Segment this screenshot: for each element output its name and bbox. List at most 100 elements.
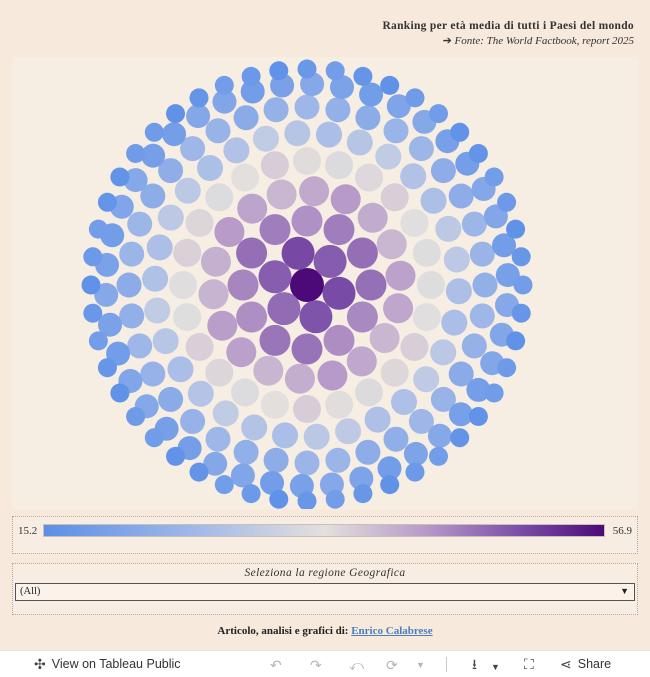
country-bubble[interactable] xyxy=(174,177,201,204)
country-bubble[interactable] xyxy=(497,192,517,212)
country-bubble[interactable] xyxy=(359,82,384,107)
country-bubble[interactable] xyxy=(263,97,289,123)
country-bubble[interactable] xyxy=(123,168,148,193)
country-bubble[interactable] xyxy=(110,383,130,403)
country-bubble[interactable] xyxy=(469,303,495,329)
view-on-tableau-button[interactable]: ✣ View on Tableau Public xyxy=(34,657,181,671)
country-bubble[interactable] xyxy=(380,75,400,95)
country-bubble[interactable] xyxy=(259,324,291,356)
download-icon[interactable]: ⭳ xyxy=(472,656,477,672)
revert-icon[interactable]: ⤺ xyxy=(349,657,364,673)
country-bubble[interactable] xyxy=(469,241,495,267)
country-bubble[interactable] xyxy=(417,271,445,299)
country-bubble[interactable] xyxy=(241,484,261,504)
country-bubble[interactable] xyxy=(260,470,284,495)
country-bubble[interactable] xyxy=(205,183,234,212)
country-bubble[interactable] xyxy=(513,275,533,295)
country-bubble[interactable] xyxy=(293,395,321,423)
country-bubble[interactable] xyxy=(511,247,531,267)
country-bubble[interactable] xyxy=(269,61,289,81)
country-bubble[interactable] xyxy=(472,272,498,298)
country-bubble[interactable] xyxy=(233,105,259,131)
country-bubble[interactable] xyxy=(325,390,354,419)
country-bubble[interactable] xyxy=(346,301,378,333)
country-bubble[interactable] xyxy=(185,209,214,237)
country-bubble[interactable] xyxy=(142,265,169,292)
country-bubble[interactable] xyxy=(186,104,211,129)
country-bubble[interactable] xyxy=(468,144,488,163)
country-bubble[interactable] xyxy=(430,158,456,184)
country-bubble[interactable] xyxy=(140,361,166,387)
country-bubble[interactable] xyxy=(435,215,462,242)
fullscreen-icon[interactable]: ⛶ xyxy=(524,656,534,672)
country-bubble[interactable] xyxy=(391,389,417,415)
country-bubble[interactable] xyxy=(412,238,441,267)
country-bubble[interactable] xyxy=(231,163,259,192)
country-bubble[interactable] xyxy=(355,378,383,407)
country-bubble[interactable] xyxy=(166,446,185,466)
country-bubble[interactable] xyxy=(236,237,268,269)
country-bubble[interactable] xyxy=(511,303,531,323)
author-link[interactable]: Enrico Calabrese xyxy=(351,625,433,637)
country-bubble[interactable] xyxy=(173,238,202,267)
country-bubble[interactable] xyxy=(346,129,373,156)
country-bubble[interactable] xyxy=(408,136,434,162)
bubble-chart-svg[interactable] xyxy=(12,57,638,509)
bubble-chart[interactable] xyxy=(12,57,638,509)
country-bubble[interactable] xyxy=(325,151,354,180)
country-bubble[interactable] xyxy=(355,163,383,192)
country-bubble[interactable] xyxy=(294,94,320,120)
country-bubble[interactable] xyxy=(94,282,119,307)
country-bubble[interactable] xyxy=(380,183,409,212)
country-bubble[interactable] xyxy=(185,333,214,361)
country-bubble[interactable] xyxy=(364,406,391,433)
country-bubble[interactable] xyxy=(110,167,130,187)
country-bubble[interactable] xyxy=(144,428,164,448)
country-bubble[interactable] xyxy=(383,293,414,324)
country-bubble[interactable] xyxy=(448,183,474,209)
country-bubble[interactable] xyxy=(297,59,317,79)
country-bubble[interactable] xyxy=(400,333,429,361)
country-bubble[interactable] xyxy=(157,204,184,231)
country-bubble[interactable] xyxy=(269,489,289,509)
country-bubble[interactable] xyxy=(403,441,428,466)
country-bubble[interactable] xyxy=(346,237,378,269)
country-bubble[interactable] xyxy=(180,136,206,162)
country-bubble[interactable] xyxy=(88,331,108,351)
country-bubble[interactable] xyxy=(227,269,259,301)
country-bubble[interactable] xyxy=(144,297,171,324)
country-bubble[interactable] xyxy=(330,184,361,215)
country-bubble[interactable] xyxy=(380,475,400,495)
country-bubble[interactable] xyxy=(98,312,122,337)
country-bubble[interactable] xyxy=(317,360,348,391)
country-bubble[interactable] xyxy=(173,303,202,332)
region-select[interactable]: (All) ▼ xyxy=(15,583,635,601)
country-bubble[interactable] xyxy=(146,234,173,261)
download-dropdown-icon[interactable]: ▼ xyxy=(491,662,500,672)
country-bubble[interactable] xyxy=(466,377,491,402)
country-bubble[interactable] xyxy=(325,489,345,509)
country-bubble[interactable] xyxy=(203,451,228,476)
country-bubble[interactable] xyxy=(448,361,474,387)
country-bubble[interactable] xyxy=(492,233,516,258)
country-bubble[interactable] xyxy=(189,462,209,482)
country-bubble[interactable] xyxy=(293,147,321,175)
country-bubble[interactable] xyxy=(266,179,297,210)
country-bubble[interactable] xyxy=(260,390,289,419)
country-bubble[interactable] xyxy=(241,414,268,441)
country-bubble[interactable] xyxy=(88,219,108,239)
country-bubble[interactable] xyxy=(152,328,179,355)
country-bubble[interactable] xyxy=(461,211,487,237)
country-bubble[interactable] xyxy=(346,346,377,377)
country-bubble[interactable] xyxy=(450,122,470,142)
country-bubble[interactable] xyxy=(353,66,373,86)
country-bubble[interactable] xyxy=(484,383,504,403)
country-bubble[interactable] xyxy=(83,247,103,267)
country-bubble[interactable] xyxy=(355,439,381,465)
country-bubble[interactable] xyxy=(506,219,526,239)
country-bubble[interactable] xyxy=(448,402,473,427)
country-bubble[interactable] xyxy=(272,422,298,449)
country-bubble[interactable] xyxy=(400,209,429,237)
country-bubble[interactable] xyxy=(267,292,301,326)
country-bubble[interactable] xyxy=(375,143,402,170)
